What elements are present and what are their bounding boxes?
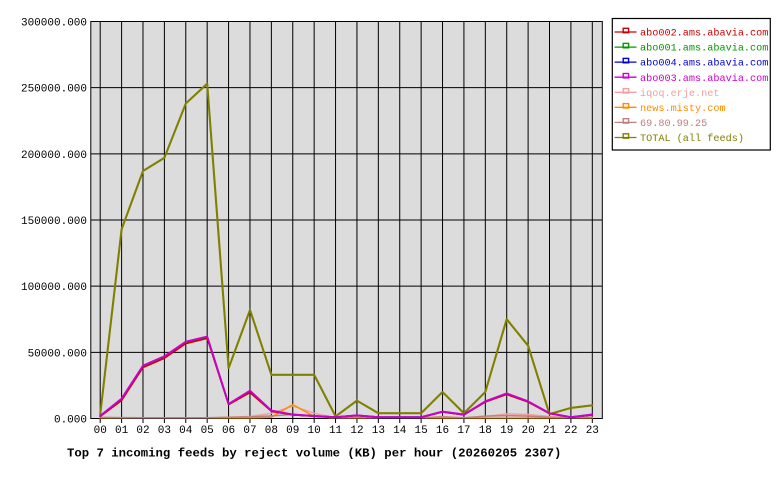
svg-text:abo004.ams.abavia.com: abo004.ams.abavia.com bbox=[640, 58, 768, 70]
svg-text:15: 15 bbox=[415, 425, 428, 437]
svg-text:300000.000: 300000.000 bbox=[21, 18, 87, 30]
svg-text:19: 19 bbox=[500, 425, 513, 437]
svg-text:200000.000: 200000.000 bbox=[21, 150, 87, 162]
svg-text:02: 02 bbox=[136, 425, 149, 437]
svg-text:10: 10 bbox=[308, 425, 321, 437]
svg-text:18: 18 bbox=[479, 425, 492, 437]
svg-text:05: 05 bbox=[201, 425, 214, 437]
svg-text:03: 03 bbox=[158, 425, 171, 437]
svg-text:16: 16 bbox=[436, 425, 449, 437]
svg-text:11: 11 bbox=[329, 425, 343, 437]
svg-text:20: 20 bbox=[522, 425, 535, 437]
svg-text:04: 04 bbox=[179, 425, 193, 437]
svg-text:news.misty.com: news.misty.com bbox=[640, 103, 726, 115]
svg-text:iqoq.erje.net: iqoq.erje.net bbox=[640, 88, 719, 100]
svg-text:08: 08 bbox=[265, 425, 278, 437]
svg-text:100000.000: 100000.000 bbox=[21, 282, 87, 294]
svg-text:01: 01 bbox=[115, 425, 129, 437]
svg-text:TOTAL (all feeds): TOTAL (all feeds) bbox=[640, 133, 744, 145]
svg-text:17: 17 bbox=[457, 425, 470, 437]
svg-text:07: 07 bbox=[243, 425, 256, 437]
svg-text:150000.000: 150000.000 bbox=[21, 216, 87, 228]
svg-text:13: 13 bbox=[372, 425, 385, 437]
svg-text:50000.000: 50000.000 bbox=[28, 348, 87, 360]
svg-text:21: 21 bbox=[543, 425, 557, 437]
svg-text:12: 12 bbox=[350, 425, 363, 437]
svg-text:09: 09 bbox=[286, 425, 299, 437]
svg-text:22: 22 bbox=[564, 425, 577, 437]
svg-text:abo001.ams.abavia.com: abo001.ams.abavia.com bbox=[640, 43, 768, 55]
svg-text:69.80.99.25: 69.80.99.25 bbox=[640, 119, 707, 130]
svg-text:0.000: 0.000 bbox=[54, 415, 87, 427]
svg-text:06: 06 bbox=[222, 425, 235, 437]
svg-text:abo003.ams.abavia.com: abo003.ams.abavia.com bbox=[640, 73, 768, 85]
svg-text:abo002.ams.abavia.com: abo002.ams.abavia.com bbox=[640, 28, 768, 40]
svg-text:Top 7 incoming feeds by reject: Top 7 incoming feeds by reject volume (K… bbox=[67, 447, 561, 461]
svg-text:250000.000: 250000.000 bbox=[21, 84, 87, 96]
svg-text:00: 00 bbox=[94, 425, 107, 437]
svg-text:23: 23 bbox=[586, 425, 599, 437]
svg-text:14: 14 bbox=[393, 425, 407, 437]
